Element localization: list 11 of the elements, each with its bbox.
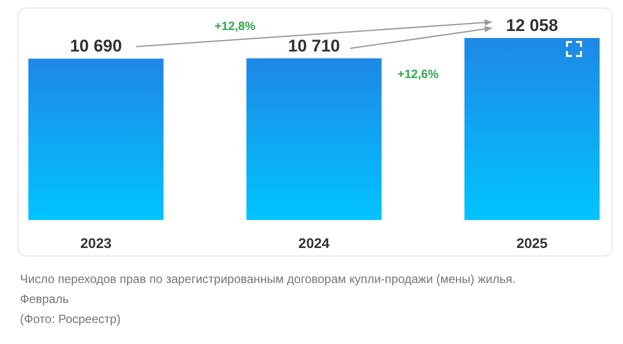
x-tick-label: 2024 — [298, 235, 330, 251]
data-label: 10 710 — [288, 36, 340, 56]
x-tick-label: 2023 — [80, 235, 112, 251]
data-label: 12 058 — [506, 16, 558, 35]
text: +12,8% — [214, 19, 256, 33]
text: Февраль — [20, 292, 69, 306]
text: (Фото: Росреестр) — [20, 312, 121, 326]
annotation: +12,6% — [397, 67, 439, 81]
x-tick-label: 2025 — [516, 235, 548, 251]
text: Число переходов прав по зарегистрированным договорам купли-продажи (мены) жилья. — [20, 272, 516, 286]
data-label: 10 690 — [70, 36, 122, 56]
